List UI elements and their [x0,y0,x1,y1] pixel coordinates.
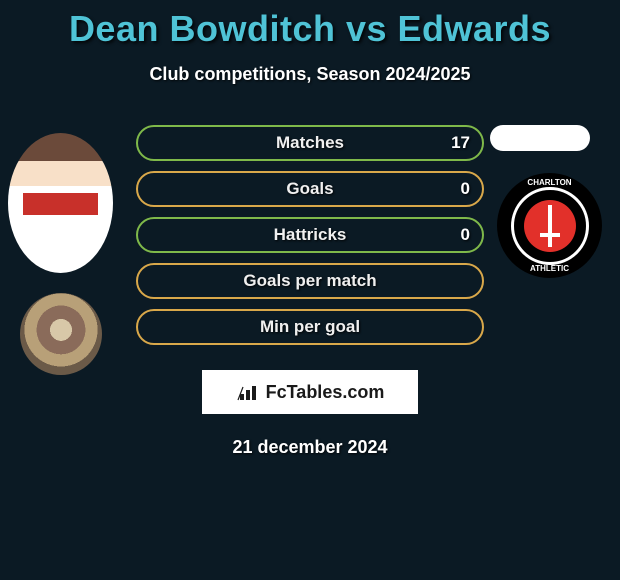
stat-row-goals-per-match: Goals per match [136,263,484,299]
player-right-blank-oval [490,125,590,151]
date-line: 21 december 2024 [0,437,620,458]
club-right-crest-charlton: CHARLTON ATHLETIC [497,173,602,278]
crest-sword-icon [548,205,552,247]
stat-label: Goals [138,179,482,199]
stat-row-matches: Matches 17 [136,125,484,161]
club-left-crest [20,293,102,375]
stat-row-hattricks: Hattricks 0 [136,217,484,253]
stat-row-goals: Goals 0 [136,171,484,207]
crest-text-bottom: ATHLETIC [497,264,602,273]
brand-logo-box: FcTables.com [202,370,418,414]
stat-value-right: 0 [461,225,470,245]
stat-bars: Matches 17 Goals 0 Hattricks 0 Goals per… [136,125,484,355]
stat-row-min-per-goal: Min per goal [136,309,484,345]
crest-ring-icon [511,187,589,265]
stat-label: Goals per match [138,271,482,291]
player-left-photo [8,133,113,273]
crest-disc-icon [524,200,576,252]
brand-name: FcTables.com [266,382,385,403]
crest-text-top: CHARLTON [497,178,602,187]
stat-label: Hattricks [138,225,482,245]
page-title: Dean Bowditch vs Edwards [0,0,620,50]
stat-label: Matches [138,133,482,153]
subtitle: Club competitions, Season 2024/2025 [0,64,620,85]
stat-value-right: 17 [451,133,470,153]
stat-label: Min per goal [138,317,482,337]
stat-value-right: 0 [461,179,470,199]
comparison-area: CHARLTON ATHLETIC Matches 17 Goals 0 Hat… [0,115,620,475]
bars-icon [236,382,260,402]
